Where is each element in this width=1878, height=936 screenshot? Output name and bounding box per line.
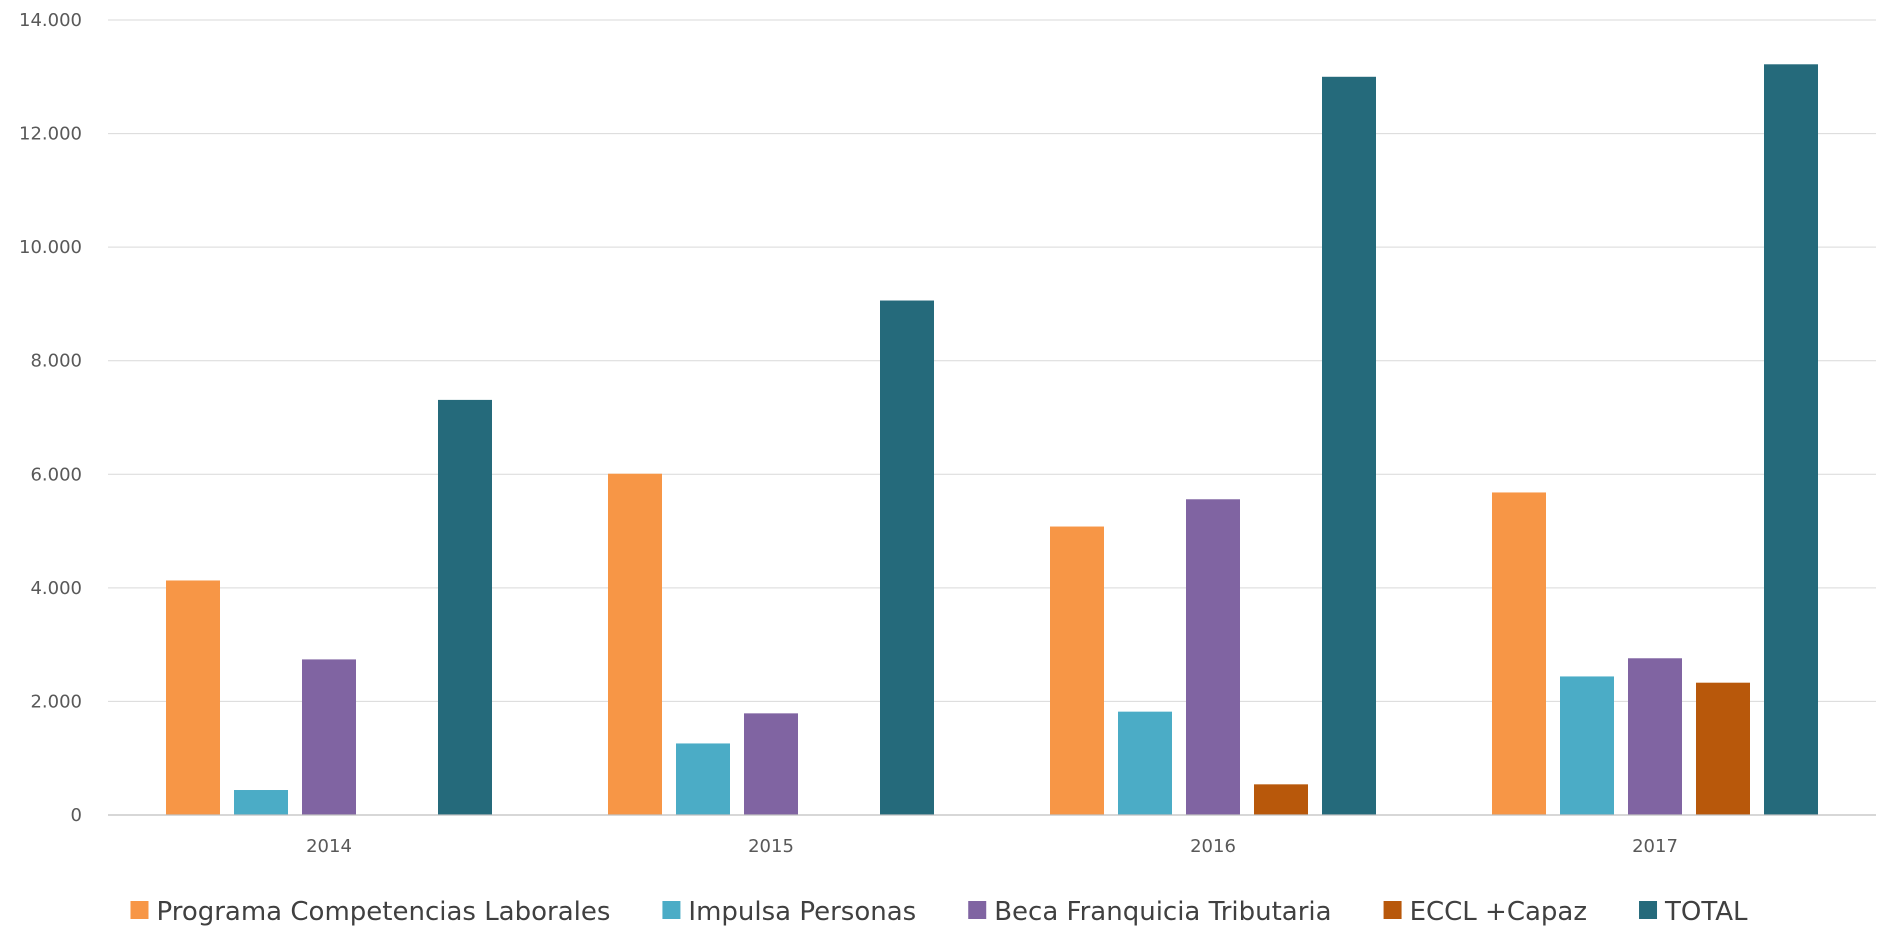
bar-2017-eccl-capaz <box>1696 682 1750 815</box>
y-tick-label: 6.000 <box>30 464 82 485</box>
bar-2014-beca-franquicia-tributaria <box>302 659 356 815</box>
bar-2014-programa-competencias-laborales <box>166 580 220 815</box>
grid-lines <box>108 19 1876 702</box>
legend-label: TOTAL <box>1664 897 1748 927</box>
legend-swatch <box>968 901 987 919</box>
legend-label: ECCL +Capaz <box>1410 897 1587 927</box>
x-tick-label: 2015 <box>748 836 794 857</box>
x-tick-label: 2017 <box>1632 836 1678 857</box>
x-axis-ticks: 2014 2015 2016 2017 <box>306 836 1678 857</box>
legend-swatch <box>130 901 149 919</box>
y-tick-label: 4.000 <box>30 578 82 599</box>
legend-swatch <box>1383 901 1402 919</box>
bar-2017-total <box>1764 64 1818 816</box>
bar-2014-impulsa-personas <box>234 790 288 815</box>
bar-2014-total <box>438 399 492 815</box>
legend-label: Programa Competencias Laborales <box>156 897 610 927</box>
bar-2016-total <box>1322 76 1376 816</box>
x-tick-label: 2014 <box>306 836 352 857</box>
bar-2016-beca-franquicia-tributaria <box>1186 499 1240 815</box>
y-tick-label: 10.000 <box>19 237 82 258</box>
bar-2015-beca-franquicia-tributaria <box>744 713 798 815</box>
bar-2015-programa-competencias-laborales <box>608 473 662 815</box>
bars <box>166 64 1818 816</box>
y-tick-label: 0 <box>71 805 82 826</box>
y-tick-label: 12.000 <box>19 124 82 145</box>
legend-label: Impulsa Personas <box>688 897 916 927</box>
bar-2016-eccl-capaz <box>1254 784 1308 815</box>
y-tick-label: 8.000 <box>30 351 82 372</box>
y-tick-label: 14.000 <box>19 10 82 31</box>
bar-2016-impulsa-personas <box>1118 711 1172 815</box>
bar-2017-impulsa-personas <box>1560 676 1614 815</box>
x-tick-label: 2016 <box>1190 836 1236 857</box>
bar-2016-programa-competencias-laborales <box>1050 526 1104 815</box>
legend-label: Beca Franquicia Tributaria <box>994 897 1331 927</box>
y-axis-ticks: 0 2.000 4.000 6.000 8.000 10.000 12.000 14.000 <box>19 10 82 826</box>
legend-swatch <box>1639 901 1658 919</box>
legend-swatch <box>662 901 681 919</box>
y-tick-label: 2.000 <box>30 691 82 712</box>
legend: Programa Competencias Laborales Impulsa P… <box>130 897 1748 927</box>
bar-2017-beca-franquicia-tributaria <box>1628 658 1682 815</box>
bar-2015-total <box>880 300 934 815</box>
bar-2017-programa-competencias-laborales <box>1492 492 1546 815</box>
bar-2015-impulsa-personas <box>676 743 730 815</box>
